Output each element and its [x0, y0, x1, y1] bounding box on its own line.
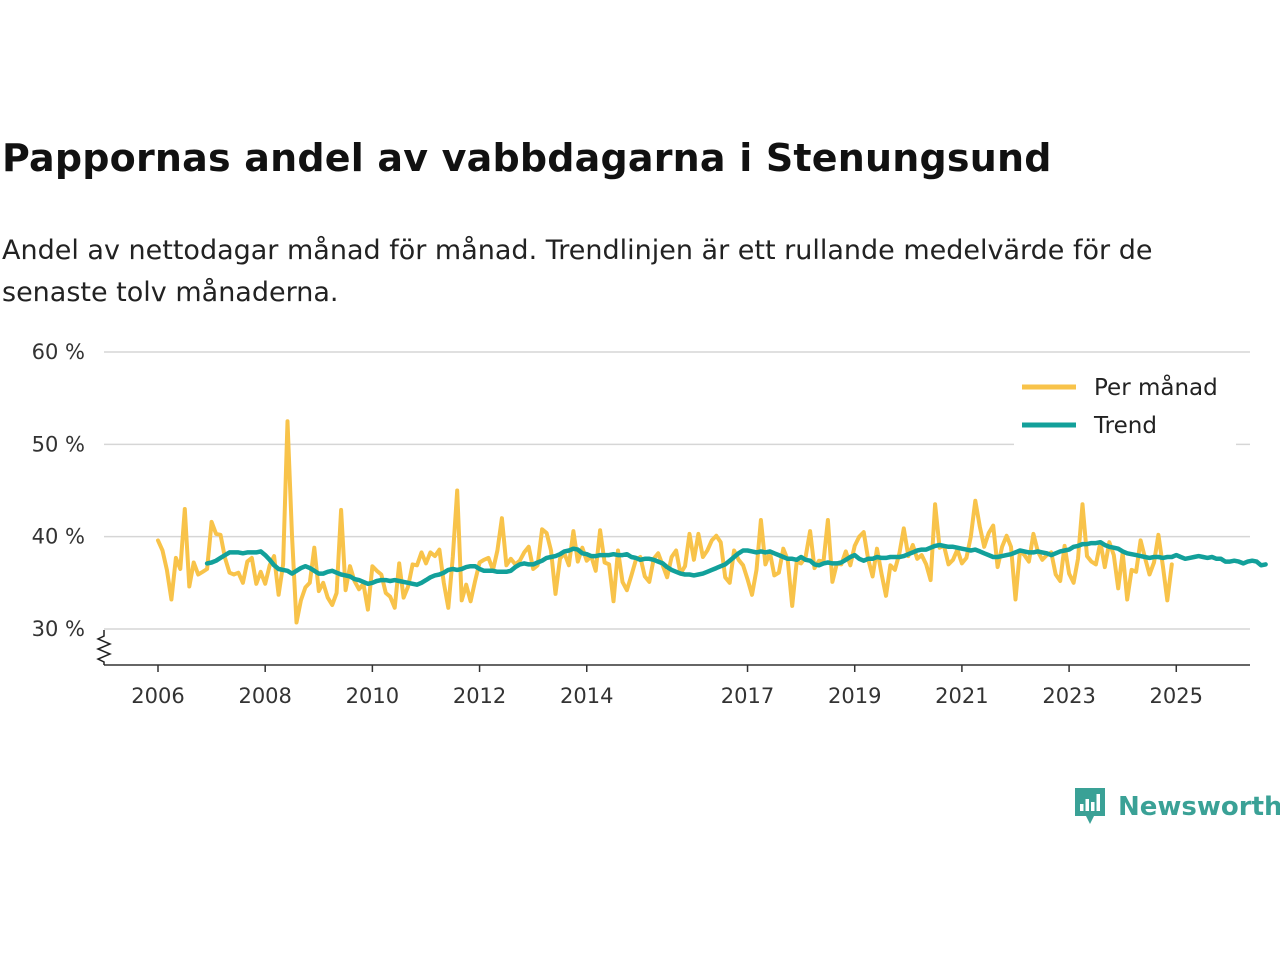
- y-tick-label: 40 %: [32, 525, 85, 549]
- chart-subtitle: Andel av nettodagar månad för månad. Tre…: [2, 235, 1153, 308]
- x-tick-label: 2010: [346, 684, 399, 708]
- newsworthy-logo: Newsworthy: [1072, 786, 1280, 828]
- axis-layer: 30 % 40 % 50 % 60 % 2006 2008 2010 2012 2014 2017…: [32, 340, 1250, 708]
- x-tick-label: 2017: [721, 684, 774, 708]
- newsworthy-logo-text: Newsworthy: [1118, 792, 1280, 822]
- x-tick-label: 2021: [935, 684, 988, 708]
- series-line-trend: [204, 539, 1268, 587]
- y-tick-label: 60 %: [32, 340, 85, 364]
- axis-break-mark: [96, 630, 112, 665]
- legend-background: [1014, 366, 1236, 446]
- newsworthy-logo-icon: [1075, 788, 1105, 824]
- x-tick-label: 2008: [238, 684, 291, 708]
- x-tick-label: 2012: [453, 684, 506, 708]
- grid-layer: [104, 351, 1250, 630]
- legend-label: Trend: [1093, 413, 1157, 439]
- chart-title: Pappornas andel av vabbdagarna i Stenung…: [2, 136, 1052, 180]
- legend: Per månad Trend: [1014, 366, 1236, 446]
- y-tick-label: 50 %: [32, 432, 85, 456]
- line-chart: 30 % 40 % 50 % 60 % 2006 2008 2010 2012 2014 2017…: [32, 340, 1268, 708]
- y-tick-label: 30 %: [32, 617, 85, 641]
- x-tick-label: 2014: [560, 684, 613, 708]
- x-tick-label: 2025: [1150, 684, 1203, 708]
- series-layer: [156, 419, 1268, 625]
- x-tick-label: 2006: [131, 684, 184, 708]
- legend-label: Per månad: [1094, 373, 1218, 401]
- x-tick-label: 2019: [828, 684, 881, 708]
- series-line-per-manad: [156, 419, 1174, 625]
- x-tick-label: 2023: [1042, 684, 1095, 708]
